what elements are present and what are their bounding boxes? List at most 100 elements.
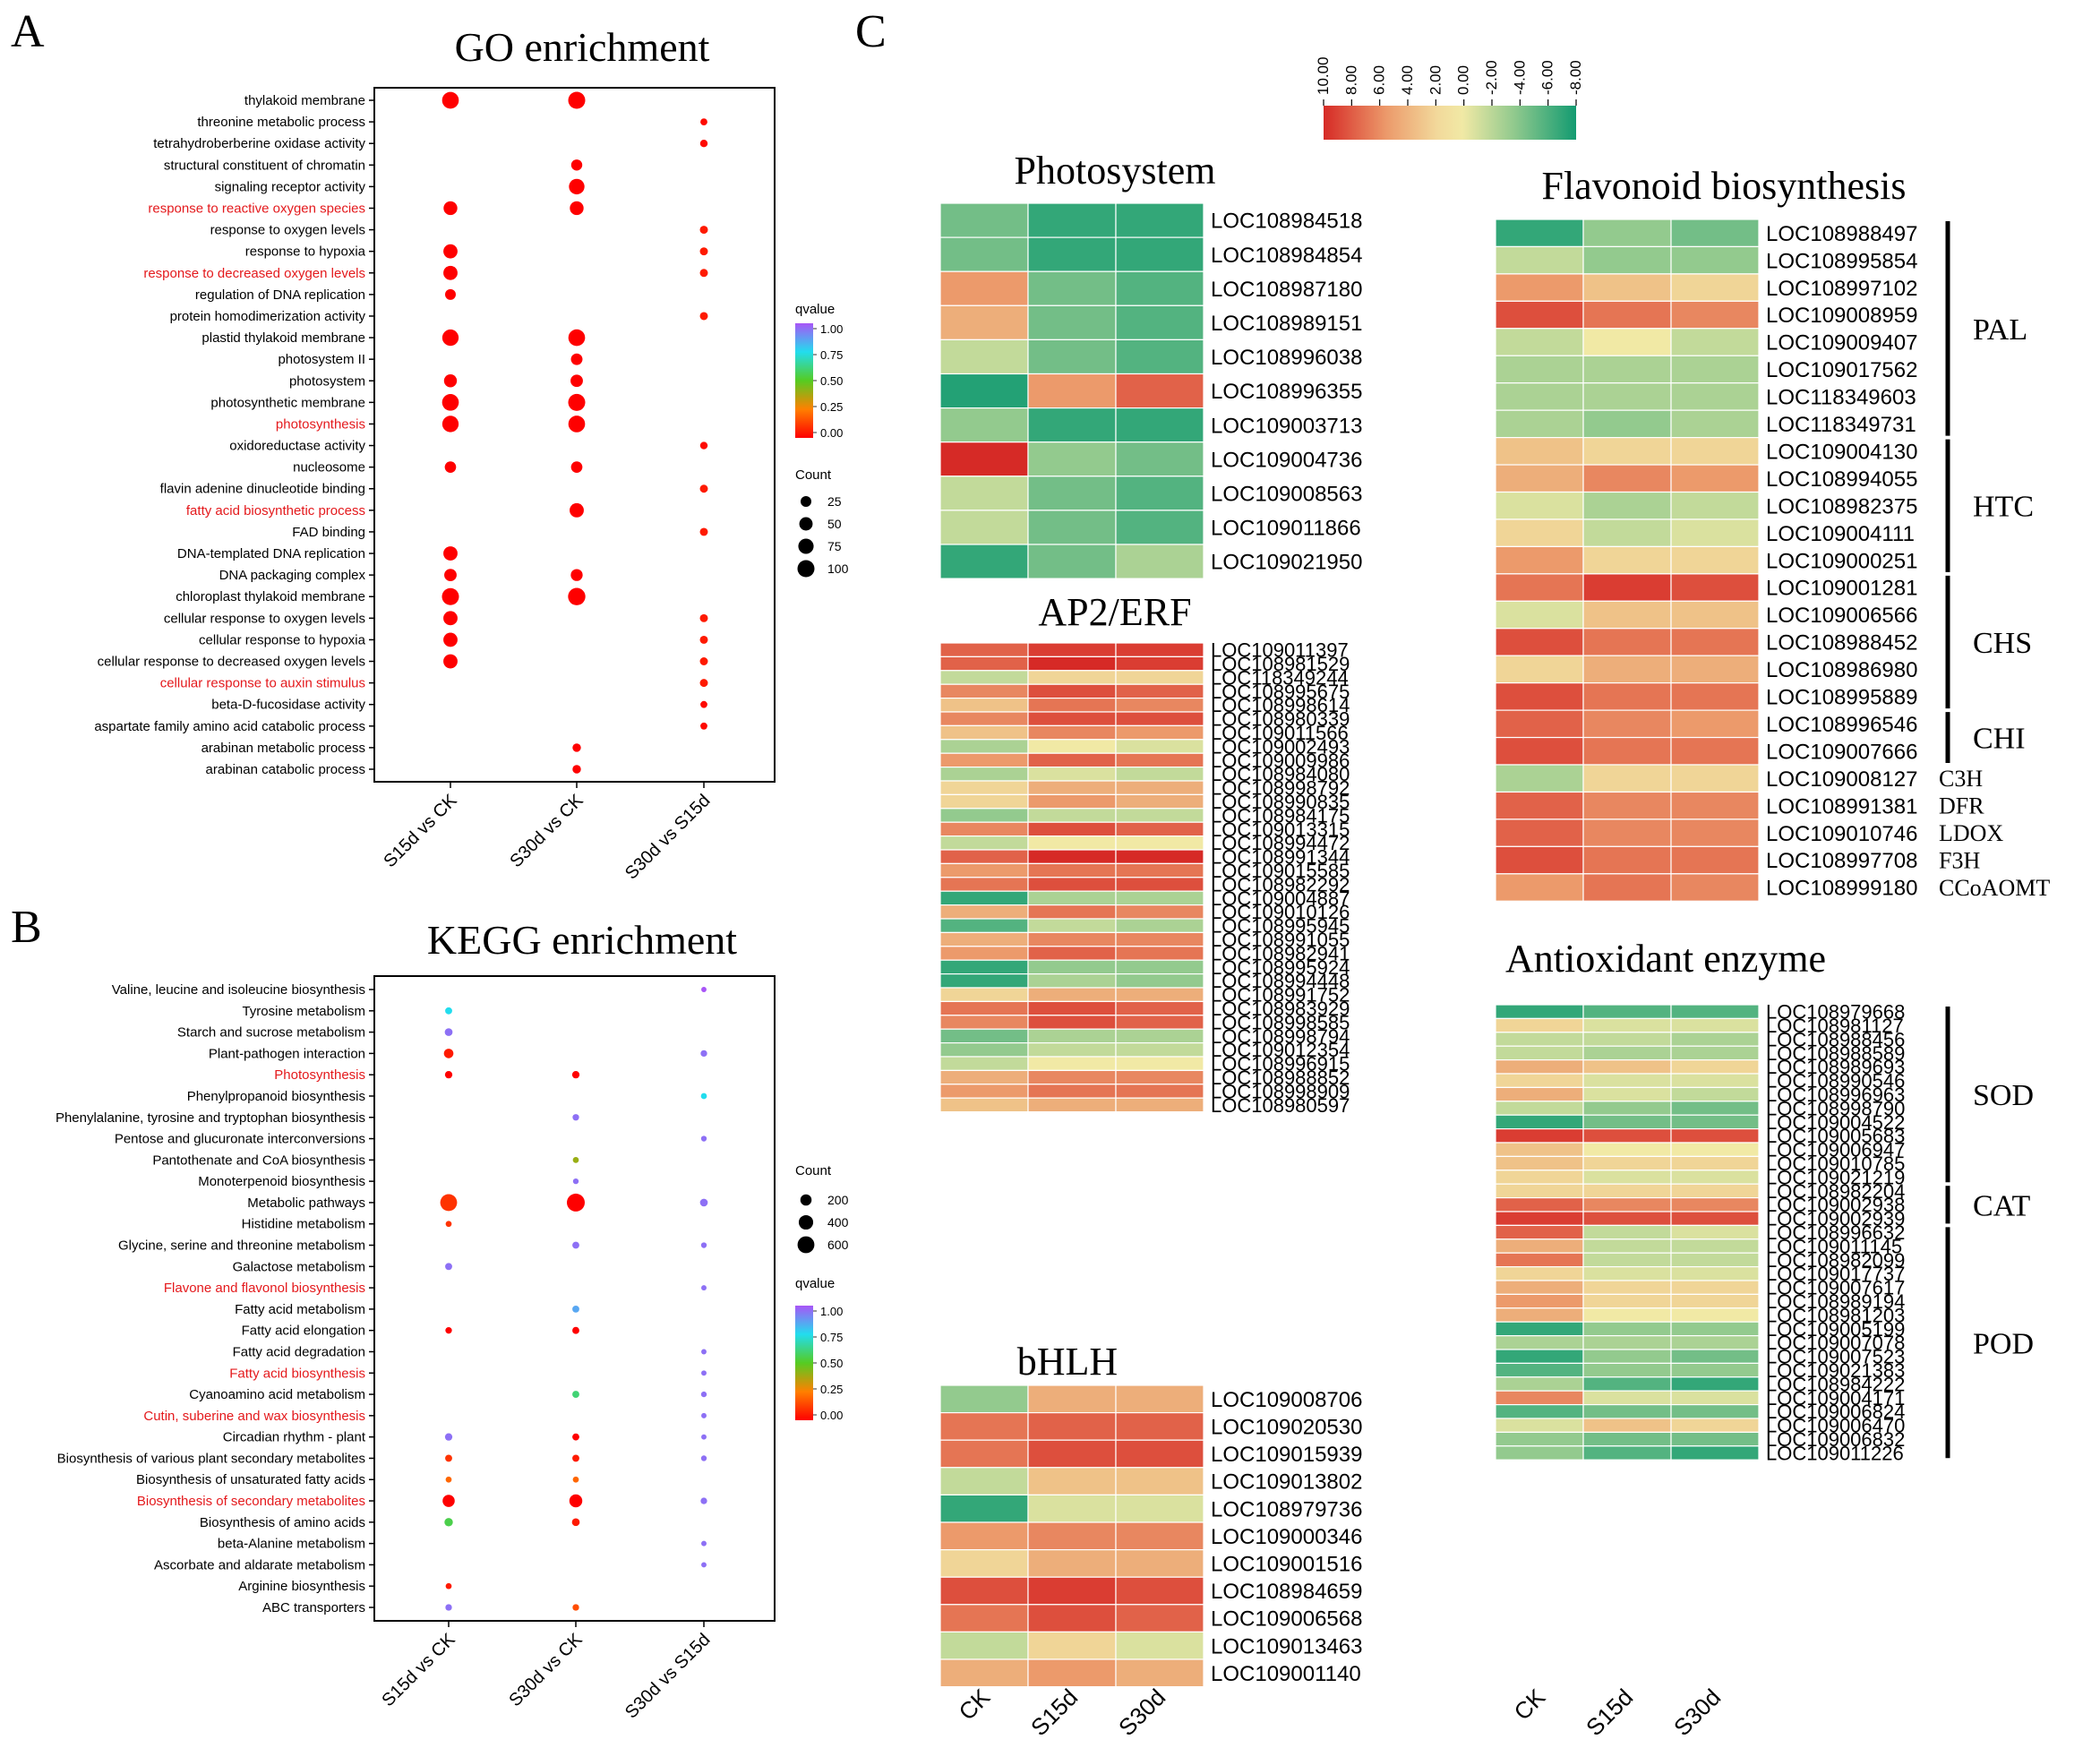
qvalue-tick: 0.25: [820, 400, 843, 414]
heat-cell-LOC108998792-ck: [939, 780, 1029, 795]
heat-legend-tick: 2.00: [1427, 65, 1444, 95]
go-term-nucleosome: nucleosome: [293, 460, 365, 476]
heat-cell-LOC109013802-s15d: [1027, 1467, 1117, 1496]
count-legend-dot: [797, 1236, 815, 1254]
heat-cell-LOC108987180-s15d: [1027, 270, 1117, 306]
kegg-term-fatty-acid-biosynthesis: Fatty acid biosynthesis: [229, 1366, 365, 1381]
kegg-dot-flavone-and-flavonol-biosynthesis-s30d-vs-s15d: [701, 1285, 707, 1291]
gene-label-LOC108982204: LOC108982204: [1766, 1180, 1905, 1203]
go-term-regulation-of-dna-replication: regulation of DNA replication: [195, 287, 365, 303]
heat-cell-LOC109011397-ck: [939, 642, 1029, 657]
heat-cell-LOC108989194-s30d: [1670, 1293, 1760, 1309]
heatmap-block-flavonoid-biosynthesis: Flavonoid biosynthesis LOC108988497 LOC108…: [1495, 164, 2050, 902]
kegg-term-metabolic-pathways: Metabolic pathways: [247, 1195, 365, 1211]
heat-cell-LOC108981529-s30d: [1115, 656, 1204, 672]
heat-cell-LOC108988589-s15d: [1582, 1045, 1672, 1061]
heat-cell-LOC108988452-s15d: [1582, 628, 1672, 656]
heat-cell-LOC109008706-s30d: [1115, 1384, 1204, 1414]
heat-cell-LOC108981127-s30d: [1670, 1017, 1760, 1033]
heat-cell-LOC108999180-s15d: [1582, 873, 1672, 902]
gene-label-LOC108996915: LOC108996915: [1211, 1053, 1350, 1075]
heat-cell-LOC108979736-ck: [939, 1494, 1029, 1523]
gene-label-LOC109008127: LOC109008127: [1766, 767, 1917, 792]
go-dot-cellular-response-to-decreased-oxygen-levels-s15d-vs-ck: [443, 654, 458, 669]
heat-cell-LOC108995675-s15d: [1027, 683, 1117, 699]
heat-legend-tick: 4.00: [1399, 65, 1416, 95]
go-dot-photosystem-s30d-vs-ck: [570, 374, 583, 388]
heat-cell-LOC108981203-ck: [1495, 1307, 1584, 1323]
heat-cell-LOC109006824-s30d: [1670, 1403, 1760, 1419]
heat-cell-LOC108984854-s30d: [1115, 236, 1204, 272]
heat-cell-LOC109007617-s15d: [1582, 1280, 1672, 1295]
heat-cell-LOC108994055-ck: [1495, 464, 1584, 493]
heat-cell-LOC108994472-s30d: [1115, 835, 1204, 851]
heat-cell-LOC109007078-ck: [1495, 1334, 1584, 1350]
heat-cell-LOC109013463-s15d: [1027, 1631, 1117, 1660]
heat-cell-LOC108995924-s15d: [1027, 959, 1117, 975]
kegg-term-cyanoamino-acid-metabolism: Cyanoamino acid metabolism: [189, 1387, 365, 1402]
heatmap-title-antioxidant-enzyme: Antioxidant enzyme: [1505, 937, 1826, 981]
gene-label-LOC108996038: LOC108996038: [1211, 346, 1362, 370]
kegg-dot-beta-alanine-metabolism-s30d-vs-s15d: [701, 1540, 707, 1547]
gene-label-LOC108995889: LOC108995889: [1766, 686, 1917, 710]
heat-cell-LOC109004522-ck: [1495, 1114, 1584, 1130]
heat-cell-LOC108984518-s30d: [1115, 202, 1204, 238]
count-legend-label: 600: [827, 1238, 849, 1252]
heat-cell-LOC108991752-s15d: [1027, 987, 1117, 1002]
heat-cell-LOC108979668-s30d: [1670, 1004, 1760, 1019]
gene-label-LOC108984175: LOC108984175: [1211, 804, 1350, 827]
heat-cell-LOC109021219-s15d: [1582, 1170, 1672, 1185]
heat-cell-LOC109017562-s15d: [1582, 355, 1672, 384]
heat-cell-LOC109005199-ck: [1495, 1321, 1584, 1337]
heat-cell-LOC108989693-ck: [1495, 1058, 1584, 1075]
heat-cell-LOC109007078-s15d: [1582, 1334, 1672, 1350]
kegg-dot-fatty-acid-metabolism-s30d-vs-ck: [572, 1305, 579, 1313]
heat-cell-LOC108994055-s15d: [1582, 464, 1672, 493]
heat-cell-LOC108996038-s30d: [1115, 338, 1204, 375]
heat-cell-LOC108997102-ck: [1495, 273, 1584, 302]
heat-cell-LOC108995945-s30d: [1115, 918, 1204, 933]
heat-cell-LOC109012354-ck: [939, 1041, 1029, 1058]
heat-cell-LOC109011566-s15d: [1027, 724, 1117, 741]
heat-cell-LOC108994448-ck: [939, 973, 1029, 989]
heat-cell-LOC109001516-ck: [939, 1548, 1029, 1578]
gene-label-LOC109015585: LOC109015585: [1211, 860, 1350, 882]
heat-cell-LOC109002939-s15d: [1582, 1211, 1672, 1226]
heat-cell-LOC109017562-s30d: [1670, 355, 1760, 384]
heat-cell-LOC108989151-s15d: [1027, 304, 1117, 340]
heat-cell-LOC109006470-s30d: [1670, 1418, 1760, 1433]
heat-cell-LOC108995889-s15d: [1582, 682, 1672, 711]
heat-cell-LOC109011866-s30d: [1115, 510, 1204, 545]
heat-cell-LOC109020530-s15d: [1027, 1411, 1117, 1441]
kegg-dot-valine-leucine-and-isoleucine-biosynthesis-s30d-vs-s15d: [701, 987, 707, 992]
go-dot-response-to-hypoxia-s30d-vs-s15d: [699, 247, 708, 256]
qvalue-tick: 0.75: [820, 348, 843, 362]
kegg-dot-biosynthesis-of-various-plant-secondary-metabolites-s30d-vs-s15d: [700, 1455, 707, 1461]
heat-cell-LOC109005683-ck: [1495, 1127, 1584, 1144]
heat-cell-LOC108996038-ck: [939, 338, 1029, 375]
heatmap-title-ap2-erf: AP2/ERF: [1038, 590, 1191, 634]
heat-cell-LOC109010126-s15d: [1027, 904, 1117, 920]
heat-cell-LOC109002939-ck: [1495, 1211, 1584, 1226]
kegg-dot-biosynthesis-of-unsaturated-fatty-acids-s15d-vs-ck: [445, 1476, 452, 1483]
kegg-dot-biosynthesis-of-amino-acids-s30d-vs-ck: [571, 1518, 580, 1527]
heat-cell-LOC109001281-s30d: [1670, 573, 1760, 602]
heat-cell-LOC109001516-s15d: [1027, 1548, 1117, 1578]
go-dot-photosynthetic-membrane-s30d-vs-ck: [568, 393, 586, 411]
heat-cell-LOC109002938-ck: [1495, 1196, 1584, 1212]
go-term-tetrahydroberberine-oxidase-activity: tetrahydroberberine oxidase activity: [153, 136, 365, 151]
gene-label-LOC109007666: LOC109007666: [1766, 740, 1917, 764]
kegg-dot-phenylpropanoid-biosynthesis-s30d-vs-s15d: [700, 1092, 707, 1100]
gene-label-LOC109011566: LOC109011566: [1211, 722, 1349, 744]
heat-cell-LOC108997102-s30d: [1670, 273, 1760, 302]
count-legend-label: 75: [827, 539, 842, 553]
heatmap-block-ap2-erf: AP2/ERF LOC109011397LOC108981529LOC118349…: [939, 590, 1350, 1117]
gene-label-LOC108982941: LOC108982941: [1211, 942, 1350, 964]
heat-cell-LOC108998614-ck: [939, 697, 1029, 713]
heat-cell-LOC118349244-ck: [939, 670, 1029, 685]
go-term-arabinan-metabolic-process: arabinan metabolic process: [201, 741, 365, 756]
heat-cell-LOC108994472-ck: [939, 835, 1029, 851]
gene-label-LOC108998909: LOC108998909: [1211, 1080, 1350, 1102]
gene-label-LOC108979668: LOC108979668: [1766, 1001, 1905, 1024]
heat-cell-LOC109006566-s30d: [1670, 600, 1760, 630]
